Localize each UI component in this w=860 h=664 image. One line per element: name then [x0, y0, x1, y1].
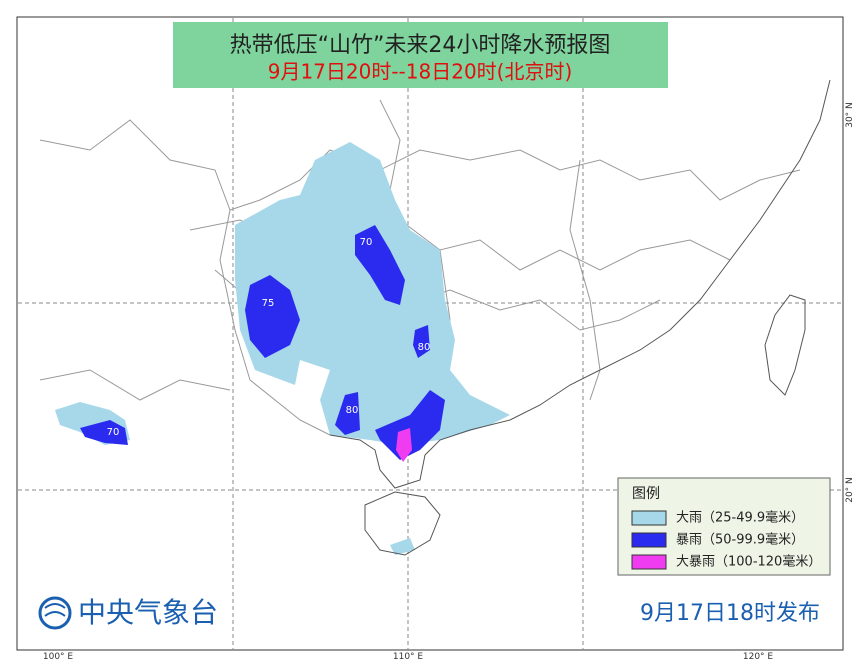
border	[39, 369, 231, 401]
lat-label: 20° N	[845, 477, 855, 503]
legend-swatch	[631, 532, 667, 548]
rainstorm-area	[375, 390, 445, 460]
logo	[38, 596, 72, 630]
heavy-rain-area	[235, 142, 510, 445]
issued-time: 9月17日18时发布	[640, 601, 820, 626]
rainstorm-area	[413, 325, 430, 358]
coastline	[329, 79, 831, 556]
legend-label: 大暴雨（100-120毫米）	[676, 554, 821, 570]
rainstorm-area	[80, 420, 128, 445]
rainstorm-area	[355, 225, 405, 305]
subtitle: 9月17日20时--18日20时(北京时)	[268, 60, 573, 84]
legend-label: 暴雨（50-99.9毫米）	[676, 532, 804, 548]
border	[219, 209, 331, 436]
contour-label: 75	[262, 298, 275, 309]
legend-label: 大雨（25-49.9毫米）	[676, 510, 804, 526]
lon-label: 100° E	[43, 652, 74, 662]
title-box	[173, 22, 668, 88]
torrential-rain-area	[396, 428, 412, 462]
legend-swatch	[631, 554, 667, 570]
agency: 中央气象台	[78, 596, 218, 629]
lon-label: 120° E	[743, 652, 774, 662]
taiwan	[764, 294, 806, 396]
border	[39, 119, 801, 211]
legend-items: 大雨（25-49.9毫米） 暴雨（50-99.9毫米） 大暴雨（100-120毫米）	[631, 510, 821, 570]
logo-ring	[38, 596, 72, 630]
coast	[329, 79, 831, 489]
rainstorm-area	[245, 275, 300, 358]
contour-label: 70	[360, 237, 373, 248]
border	[569, 159, 601, 401]
legend-swatch	[631, 510, 667, 526]
rainstorm-area	[335, 392, 360, 435]
title: 热带低压“山竹”未来24小时降水预报图	[230, 33, 611, 58]
logo-wave	[44, 603, 66, 617]
hainan	[364, 491, 441, 556]
rain-areas	[55, 142, 510, 555]
contour-label: 70	[107, 427, 120, 438]
legend-title: 图例	[632, 486, 660, 502]
contour-label: 80	[418, 342, 431, 353]
lon-label: 110° E	[393, 652, 424, 662]
heavy-rain-area	[390, 538, 415, 555]
lat-label: 30° N	[845, 102, 855, 128]
contour-label: 80	[346, 405, 359, 416]
